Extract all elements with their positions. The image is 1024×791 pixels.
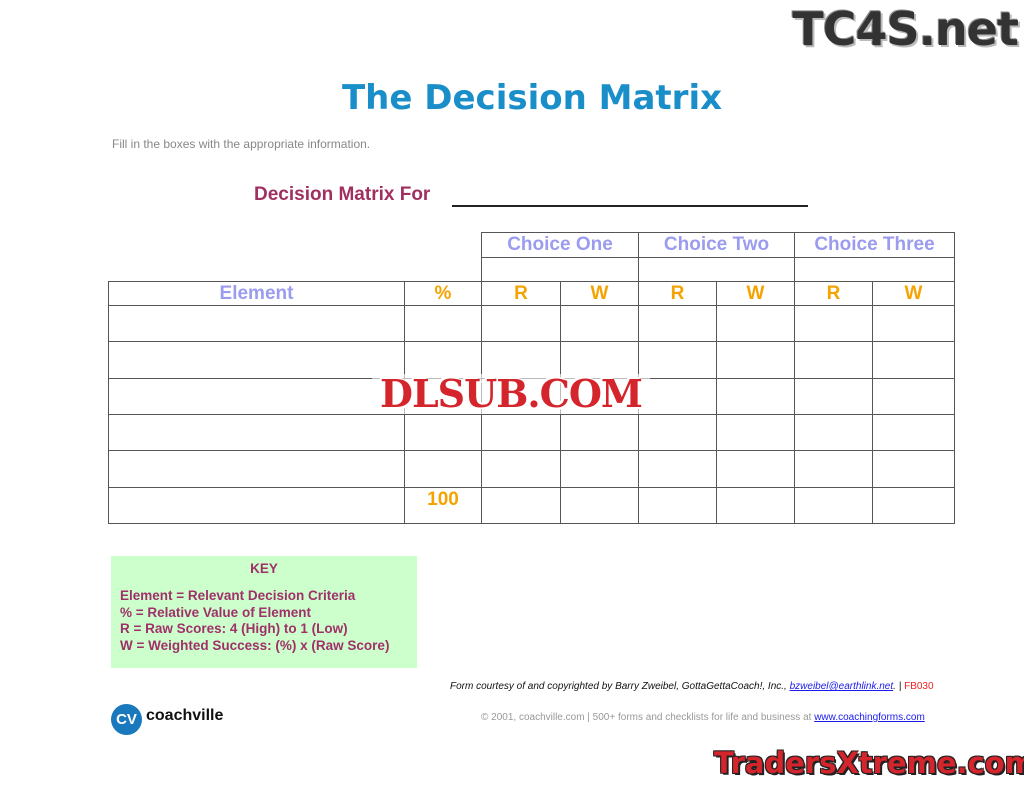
raw-score-cell[interactable]	[638, 414, 717, 451]
element-cell[interactable]	[108, 378, 405, 415]
raw-score-cell[interactable]	[638, 450, 717, 488]
watermark-tradersxtreme: TradersXtreme.com	[714, 746, 1024, 780]
key-title: KEY	[250, 561, 278, 576]
watermark-dlsub: DLSUB.COM	[372, 374, 650, 414]
courtesy-text: Form courtesy of and copyrighted by Barr…	[450, 681, 934, 692]
weighted-score-cell[interactable]	[716, 305, 795, 342]
raw-score-cell[interactable]	[794, 450, 873, 488]
raw-score-cell[interactable]	[638, 305, 717, 342]
weighted-score-cell[interactable]	[716, 414, 795, 451]
percent-cell[interactable]	[404, 414, 482, 451]
raw-score-cell[interactable]	[794, 414, 873, 451]
raw-score-cell[interactable]	[481, 414, 561, 451]
decision-matrix-for-field[interactable]	[452, 205, 808, 207]
raw-score-header: R	[638, 281, 717, 306]
key-line: Element = Relevant Decision Criteria	[120, 588, 356, 603]
key-line: % = Relative Value of Element	[120, 604, 311, 620]
weighted-score-header: W	[716, 281, 795, 306]
form-code: FB030	[904, 681, 934, 692]
copyright-text: © 2001, coachville.com | 500+ forms and …	[481, 712, 925, 723]
weighted-score-cell[interactable]	[560, 305, 639, 342]
coachville-logo-icon: CV	[111, 704, 142, 735]
weighted-score-cell[interactable]	[872, 341, 955, 379]
key-line: R = Raw Scores: 4 (High) to 1 (Low)	[120, 621, 348, 636]
element-cell[interactable]	[108, 305, 405, 342]
choice-header: Choice Three	[794, 232, 955, 258]
page-title: The Decision Matrix	[341, 78, 723, 118]
percent-cell[interactable]	[404, 305, 482, 342]
weighted-score-cell[interactable]	[716, 341, 795, 379]
raw-score-cell[interactable]	[481, 450, 561, 488]
weighted-score-cell[interactable]	[560, 414, 639, 451]
raw-score-header: R	[794, 281, 873, 306]
total-weighted-score-cell[interactable]	[872, 487, 955, 524]
email-link[interactable]: bzweibel@earthlink.net	[789, 681, 894, 692]
element-cell[interactable]	[108, 414, 405, 451]
weighted-score-cell[interactable]	[872, 450, 955, 488]
weighted-score-header: W	[560, 281, 639, 306]
total-raw-score-cell[interactable]	[794, 487, 873, 524]
coachville-logo-name: coachville	[146, 707, 224, 724]
total-raw-score-cell[interactable]	[638, 487, 717, 524]
weighted-score-cell[interactable]	[872, 378, 955, 415]
key-line: W = Weighted Success: (%) x (Raw Score)	[120, 637, 390, 653]
element-column-header: Element	[108, 281, 405, 306]
raw-score-cell[interactable]	[794, 341, 873, 379]
weighted-score-cell[interactable]	[872, 414, 955, 451]
weighted-score-header: W	[872, 281, 955, 306]
weighted-score-cell[interactable]	[560, 450, 639, 488]
choice-name-field[interactable]	[794, 257, 955, 282]
weighted-score-cell[interactable]	[872, 305, 955, 342]
watermark-tc4s: TC4S.net	[792, 2, 1019, 56]
total-weighted-score-cell[interactable]	[560, 487, 639, 524]
weighted-score-cell[interactable]	[716, 450, 795, 488]
raw-score-header: R	[481, 281, 561, 306]
instructions: Fill in the boxes with the appropriate i…	[112, 137, 371, 151]
element-cell[interactable]	[108, 341, 405, 379]
percent-column-header: %	[404, 281, 482, 306]
element-cell[interactable]	[108, 450, 405, 488]
total-percent-cell[interactable]: 100	[404, 487, 482, 524]
choice-header: Choice One	[481, 232, 639, 258]
choice-name-field[interactable]	[481, 257, 639, 282]
percent-cell[interactable]	[404, 450, 482, 488]
total-raw-score-cell[interactable]	[481, 487, 561, 524]
choice-header: Choice Two	[638, 232, 795, 258]
raw-score-cell[interactable]	[481, 305, 561, 342]
raw-score-cell[interactable]	[794, 378, 873, 415]
total-element-cell[interactable]	[108, 487, 405, 524]
weighted-score-cell[interactable]	[716, 378, 795, 415]
decision-matrix-for-label: Decision Matrix For	[254, 184, 431, 205]
choice-name-field[interactable]	[638, 257, 795, 282]
total-weighted-score-cell[interactable]	[716, 487, 795, 524]
raw-score-cell[interactable]	[794, 305, 873, 342]
coachingforms-link[interactable]: www.coachingforms.com	[814, 712, 925, 723]
key-box: KEY Element = Relevant Decision Criteria…	[111, 556, 417, 668]
